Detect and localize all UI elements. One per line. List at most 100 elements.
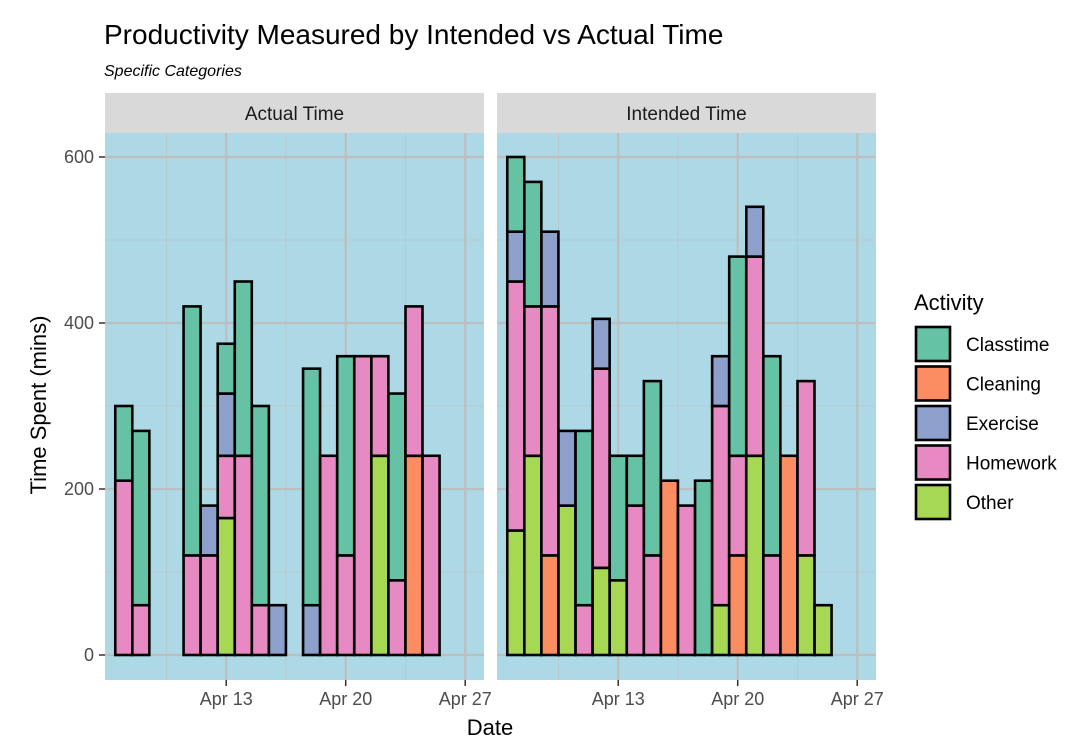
x-tick-label: Apr 27 bbox=[831, 689, 884, 709]
bar-segment-homework bbox=[625, 504, 646, 657]
bar-segment-homework bbox=[574, 603, 594, 657]
bar-segment-classtime bbox=[250, 404, 271, 607]
bar-apr-15 bbox=[250, 404, 271, 657]
bar-segment-homework bbox=[642, 554, 663, 657]
bar-segment-exercise bbox=[591, 317, 611, 370]
bar-apr-7 bbox=[505, 155, 526, 657]
facet-intended-time: Intended Time bbox=[497, 93, 876, 680]
bar-segment-classtime bbox=[727, 255, 748, 458]
bar-apr-16 bbox=[267, 603, 288, 657]
bar-segment-other bbox=[523, 454, 543, 657]
bar-apr-14 bbox=[233, 280, 254, 657]
facet-actual-time: Actual Time bbox=[105, 93, 484, 680]
bar-segment-classtime bbox=[608, 454, 629, 582]
facet-strip bbox=[497, 93, 876, 133]
y-tick-label: 200 bbox=[64, 479, 94, 499]
bar-segment-homework bbox=[113, 479, 134, 657]
x-tick-label: Apr 27 bbox=[439, 689, 492, 709]
legend: Activity Classtime Cleaning Exercise Homewo… bbox=[914, 290, 1057, 521]
bar-apr-8 bbox=[131, 429, 151, 657]
bar-segment-homework bbox=[404, 305, 424, 458]
bar-apr-12 bbox=[591, 317, 611, 657]
legend-item-homework: Homework bbox=[914, 444, 1057, 481]
bar-segment-classtime bbox=[762, 354, 782, 557]
bar-apr-25 bbox=[813, 603, 833, 657]
bar-apr-13 bbox=[608, 454, 629, 657]
bar-segment-homework bbox=[796, 379, 816, 557]
bar-segment-homework bbox=[216, 454, 237, 520]
bar-segment-exercise bbox=[557, 429, 577, 507]
bar-apr-20 bbox=[727, 255, 748, 657]
bar-segment-cleaning bbox=[659, 479, 680, 657]
legend-key bbox=[914, 444, 952, 481]
bar-segment-other bbox=[370, 454, 390, 657]
bar-segment-other bbox=[216, 516, 237, 657]
bar-segment-homework bbox=[131, 603, 151, 657]
bar-segment-cleaning bbox=[779, 454, 799, 657]
bar-apr-19 bbox=[318, 454, 339, 657]
bar-segment-homework bbox=[199, 554, 219, 657]
bar-segment-cleaning bbox=[727, 554, 748, 657]
bar-apr-13 bbox=[216, 342, 237, 657]
legend-key bbox=[914, 365, 952, 402]
bar-segment-exercise bbox=[301, 603, 322, 657]
bar-segment-homework bbox=[676, 504, 697, 657]
bar-apr-9 bbox=[540, 230, 560, 657]
legend-label: Other bbox=[966, 493, 1014, 514]
y-tick-label: 400 bbox=[64, 313, 94, 333]
bar-segment-classtime bbox=[131, 429, 151, 607]
bar-segment-homework bbox=[335, 554, 356, 657]
bar-apr-25 bbox=[421, 454, 441, 657]
bar-segment-other bbox=[608, 578, 629, 657]
legend-key bbox=[914, 483, 952, 521]
bar-segment-homework bbox=[762, 554, 782, 657]
bar-segment-classtime bbox=[387, 392, 407, 582]
bar-apr-15 bbox=[642, 379, 663, 657]
bar-apr-10 bbox=[557, 429, 577, 657]
bar-apr-22 bbox=[762, 354, 782, 657]
x-tick-label: Apr 20 bbox=[319, 689, 372, 709]
bar-apr-19 bbox=[710, 354, 731, 657]
bar-apr-8 bbox=[523, 180, 543, 657]
bar-apr-18 bbox=[301, 367, 322, 657]
bar-segment-homework bbox=[370, 354, 390, 458]
bar-segment-homework bbox=[505, 280, 526, 532]
bar-segment-classtime bbox=[113, 404, 134, 482]
legend-item-other: Other bbox=[914, 483, 1014, 521]
legend-key bbox=[914, 325, 952, 363]
legend-item-classtime: Classtime bbox=[914, 325, 1049, 363]
chart-subtitle: Specific Categories bbox=[104, 63, 242, 80]
bar-segment-homework bbox=[727, 454, 748, 557]
facet-strip bbox=[105, 93, 484, 133]
bar-segment-homework bbox=[182, 554, 202, 657]
bar-apr-24 bbox=[404, 305, 424, 657]
bar-apr-11 bbox=[574, 429, 594, 657]
bar-segment-homework bbox=[387, 578, 407, 657]
bar-apr-17 bbox=[676, 504, 697, 657]
bar-segment-exercise bbox=[505, 230, 526, 283]
bar-apr-12 bbox=[199, 504, 219, 657]
legend-title: Activity bbox=[914, 290, 984, 315]
bar-apr-24 bbox=[796, 379, 816, 657]
bar-segment-exercise bbox=[540, 230, 560, 308]
bar-segment-exercise bbox=[710, 354, 731, 408]
x-tick-label: Apr 13 bbox=[592, 689, 645, 709]
x-tick-label: Apr 20 bbox=[711, 689, 764, 709]
bar-segment-other bbox=[744, 454, 765, 657]
bar-segment-homework bbox=[523, 305, 543, 458]
bar-apr-21 bbox=[744, 205, 765, 657]
bar-apr-16 bbox=[659, 479, 680, 657]
bar-segment-classtime bbox=[574, 429, 594, 607]
bar-segment-classtime bbox=[625, 454, 646, 507]
y-tick-label: 0 bbox=[84, 645, 94, 665]
bar-segment-classtime bbox=[693, 479, 714, 657]
bar-apr-21 bbox=[352, 354, 373, 657]
axes: Apr 13 Apr 20 Apr 27 Apr 13 Apr 20 Apr 27 0 200… bbox=[64, 147, 884, 709]
bar-segment-other bbox=[710, 603, 731, 657]
bar-segment-homework bbox=[540, 305, 560, 557]
bar-segment-homework bbox=[233, 454, 254, 657]
bar-apr-18 bbox=[693, 479, 714, 657]
facet-strip-label: Intended Time bbox=[626, 104, 746, 125]
bar-segment-other bbox=[505, 529, 526, 657]
